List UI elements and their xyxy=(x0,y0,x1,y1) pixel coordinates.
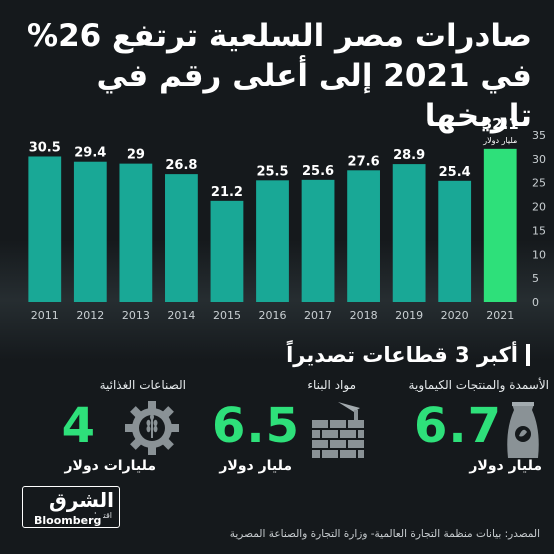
bar-value-label: 26.8 xyxy=(165,158,197,173)
bar-value-label: 30.5 xyxy=(29,140,61,155)
sector-unit: مليار دولار xyxy=(469,458,542,474)
bar-value-label: 27.6 xyxy=(348,154,380,169)
fertilizer-sack-icon xyxy=(504,400,542,466)
x-tick-label: 2021 xyxy=(486,309,514,322)
sector-unit: مليار دولار xyxy=(219,458,292,474)
bar-value-label: 21.2 xyxy=(211,185,243,200)
exports-bar-chart: 0 5 10 15 20 25 30 35 30.5 2011 29.4 2012 29 2013 26.8… xyxy=(28,115,546,322)
bar xyxy=(392,164,426,302)
sectors-heading-text: أكبر 3 قطاعات تصديراً xyxy=(286,343,518,367)
wheat-gear-icon xyxy=(124,400,180,460)
bar xyxy=(28,156,62,302)
x-tick-label: 2018 xyxy=(350,309,378,322)
bar xyxy=(483,148,517,302)
x-tick-label: 2019 xyxy=(395,309,423,322)
bar xyxy=(165,174,198,302)
x-tick-label: 2013 xyxy=(122,309,150,322)
x-tick-label: 2016 xyxy=(259,309,287,322)
bar xyxy=(347,170,380,302)
brick-wall-icon xyxy=(310,400,366,466)
x-tick-label: 2012 xyxy=(76,309,104,322)
sector-value: 6.5 xyxy=(211,398,300,454)
highlight-unit-label: مليار دولار xyxy=(482,136,517,145)
sector-building-materials: مواد البناء 6.5 مليار دولار xyxy=(196,378,366,478)
bar xyxy=(256,180,289,302)
y-tick-label: 5 xyxy=(532,272,539,285)
bar-value-label: 25.4 xyxy=(439,165,471,180)
logo-bloomberg-text: Bloomberg xyxy=(32,514,104,527)
bar-value-label: 25.6 xyxy=(302,164,334,179)
sector-name: الصناعات الغذائية xyxy=(99,378,186,392)
asharq-bloomberg-logo: الشرق اقتصاد Bloomberg xyxy=(14,486,122,542)
logo-main-text: الشرق xyxy=(48,488,114,512)
x-tick-label: 2017 xyxy=(304,309,332,322)
page-title: صادرات مصر السلعية ترتفع 26% في 2021 إلى… xyxy=(12,16,532,136)
sector-value: 6.7 xyxy=(413,398,502,454)
x-tick-label: 2020 xyxy=(441,309,469,322)
bar-value-label: 25.5 xyxy=(256,164,288,179)
y-tick-label: 20 xyxy=(532,201,546,214)
x-tick-label: 2015 xyxy=(213,309,241,322)
bar xyxy=(73,161,107,302)
x-tick-label: 2014 xyxy=(167,309,195,322)
sector-name: مواد البناء xyxy=(307,378,356,392)
sector-food-industries: الصناعات الغذائية 4 مليارات xyxy=(18,378,188,478)
bar xyxy=(119,163,153,302)
bar-value-label: 32.1 xyxy=(482,115,519,133)
logo-frame xyxy=(22,486,120,528)
y-tick-label: 10 xyxy=(532,248,546,261)
sector-value: 4 xyxy=(61,398,96,454)
y-tick-label: 30 xyxy=(532,153,546,166)
bar xyxy=(438,180,472,302)
y-tick-label: 0 xyxy=(532,296,539,309)
source-note: المصدر: بيانات منظمة التجارة العالمية- و… xyxy=(229,528,540,540)
heading-accent-bar xyxy=(526,344,530,366)
bar xyxy=(210,200,244,302)
bar-value-label: 28.9 xyxy=(393,148,425,163)
bar-value-label: 29 xyxy=(127,148,145,163)
sector-unit: مليارات دولار xyxy=(64,458,156,474)
bar-value-label: 29.4 xyxy=(74,146,106,161)
sectors-heading: أكبر 3 قطاعات تصديراً xyxy=(286,343,530,367)
bar xyxy=(301,179,335,302)
title-line-1: صادرات مصر السلعية ترتفع 26% xyxy=(27,18,532,54)
y-tick-label: 25 xyxy=(532,177,546,190)
sector-chemicals: الأسمدة والمنتجات الكيماوية 6.7 مليار دو… xyxy=(376,378,549,478)
x-tick-label: 2011 xyxy=(31,309,59,322)
y-tick-label: 35 xyxy=(532,129,546,142)
y-tick-label: 15 xyxy=(532,224,546,237)
sector-name: الأسمدة والمنتجات الكيماوية xyxy=(408,378,549,392)
title-line-2: في 2021 إلى أعلى رقم في تاريخها xyxy=(96,58,533,134)
